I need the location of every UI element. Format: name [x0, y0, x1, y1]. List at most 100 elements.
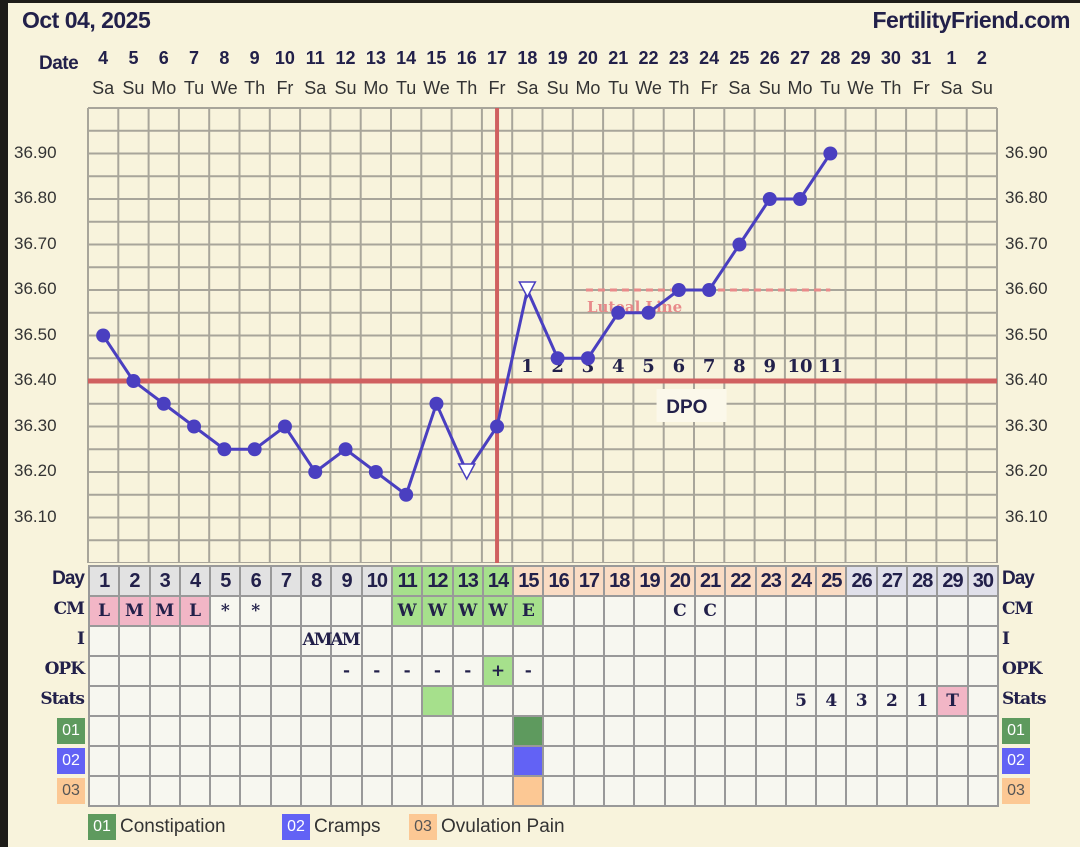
symptom-cell[interactable] [726, 717, 757, 747]
stats-cell[interactable] [695, 687, 727, 717]
symptom-cell[interactable] [665, 777, 696, 807]
symptom-cell[interactable] [574, 777, 606, 807]
symptom-cell[interactable] [635, 717, 666, 747]
stats-cell[interactable] [453, 687, 484, 717]
symptom-cell[interactable] [817, 777, 848, 807]
cm-cell[interactable] [817, 597, 848, 627]
symptom-cell[interactable] [605, 747, 636, 777]
stats-cell[interactable]: 5 [786, 687, 818, 717]
cm-cell[interactable]: L [90, 597, 121, 627]
intercourse-cell[interactable] [332, 627, 363, 657]
intercourse-cell[interactable] [483, 627, 515, 657]
symptom-cell[interactable] [726, 777, 757, 807]
symptom-cell[interactable] [271, 777, 303, 807]
intercourse-cell[interactable] [908, 627, 939, 657]
opk-cell[interactable] [90, 657, 121, 687]
cm-cell[interactable]: C [665, 597, 696, 627]
opk-cell[interactable] [938, 657, 969, 687]
opk-cell[interactable] [150, 657, 181, 687]
symptom-cell[interactable] [483, 717, 515, 747]
symptom-cell[interactable] [635, 747, 666, 777]
stats-cell[interactable]: T [938, 687, 969, 717]
symptom-cell[interactable] [332, 747, 363, 777]
intercourse-cell[interactable] [938, 627, 969, 657]
cm-cell[interactable] [968, 597, 999, 627]
opk-cell[interactable] [817, 657, 848, 687]
symptom-cell[interactable] [392, 747, 424, 777]
symptom-cell[interactable] [726, 747, 757, 777]
symptom-cell[interactable] [665, 747, 696, 777]
symptom-cell[interactable] [332, 777, 363, 807]
symptom-cell[interactable] [180, 777, 212, 807]
stats-cell[interactable] [241, 687, 272, 717]
symptom-cell[interactable] [362, 717, 393, 747]
symptom-cell[interactable] [514, 747, 545, 777]
symptom-cell[interactable] [847, 747, 878, 777]
symptom-cell[interactable] [786, 777, 818, 807]
stats-cell[interactable] [726, 687, 757, 717]
intercourse-cell[interactable] [574, 627, 606, 657]
symptom-cell[interactable] [392, 777, 424, 807]
opk-cell[interactable]: - [514, 657, 545, 687]
intercourse-cell[interactable] [605, 627, 636, 657]
symptom-cell[interactable] [241, 777, 272, 807]
intercourse-cell[interactable] [695, 627, 727, 657]
symptom-cell[interactable] [908, 717, 939, 747]
symptom-cell[interactable] [302, 717, 333, 747]
opk-cell[interactable] [726, 657, 757, 687]
opk-cell[interactable] [574, 657, 606, 687]
intercourse-cell[interactable] [544, 627, 575, 657]
symptom-cell[interactable] [362, 747, 393, 777]
intercourse-cell[interactable] [271, 627, 303, 657]
intercourse-cell[interactable] [726, 627, 757, 657]
opk-cell[interactable] [665, 657, 696, 687]
symptom-cell[interactable] [847, 717, 878, 747]
stats-cell[interactable]: 3 [847, 687, 878, 717]
cm-cell[interactable] [332, 597, 363, 627]
stats-cell[interactable] [332, 687, 363, 717]
brand-logo-text[interactable]: FertilityFriend.com [872, 7, 1070, 33]
opk-cell[interactable] [968, 657, 999, 687]
opk-cell[interactable]: + [483, 657, 515, 687]
symptom-cell[interactable] [150, 777, 181, 807]
opk-cell[interactable] [271, 657, 303, 687]
stats-cell[interactable] [483, 687, 515, 717]
cm-cell[interactable] [271, 597, 303, 627]
symptom-cell[interactable] [817, 717, 848, 747]
symptom-cell[interactable] [574, 717, 606, 747]
stats-cell[interactable] [514, 687, 545, 717]
stats-cell[interactable]: 1 [908, 687, 939, 717]
symptom-cell[interactable] [483, 747, 515, 777]
cm-cell[interactable]: * [241, 597, 272, 627]
cm-cell[interactable] [605, 597, 636, 627]
opk-cell[interactable] [120, 657, 151, 687]
intercourse-cell[interactable] [362, 627, 393, 657]
opk-cell[interactable] [635, 657, 666, 687]
cm-cell[interactable] [726, 597, 757, 627]
stats-cell[interactable] [423, 687, 454, 717]
cm-cell[interactable]: W [483, 597, 515, 627]
symptom-cell[interactable] [453, 777, 484, 807]
intercourse-cell[interactable] [847, 627, 878, 657]
symptom-cell[interactable] [665, 717, 696, 747]
cm-cell[interactable] [544, 597, 575, 627]
stats-cell[interactable] [574, 687, 606, 717]
intercourse-cell[interactable] [786, 627, 818, 657]
symptom-cell[interactable] [756, 717, 787, 747]
cm-cell[interactable] [302, 597, 333, 627]
intercourse-cell[interactable] [211, 627, 242, 657]
opk-cell[interactable]: - [332, 657, 363, 687]
cm-cell[interactable] [877, 597, 909, 627]
intercourse-cell[interactable] [635, 627, 666, 657]
opk-cell[interactable]: - [423, 657, 454, 687]
opk-cell[interactable]: - [362, 657, 393, 687]
opk-cell[interactable] [302, 657, 333, 687]
symptom-cell[interactable] [877, 777, 909, 807]
stats-cell[interactable] [302, 687, 333, 717]
symptom-cell[interactable] [453, 717, 484, 747]
symptom-cell[interactable] [180, 747, 212, 777]
symptom-cell[interactable] [756, 777, 787, 807]
symptom-cell[interactable] [302, 747, 333, 777]
stats-cell[interactable] [605, 687, 636, 717]
symptom-cell[interactable] [938, 747, 969, 777]
